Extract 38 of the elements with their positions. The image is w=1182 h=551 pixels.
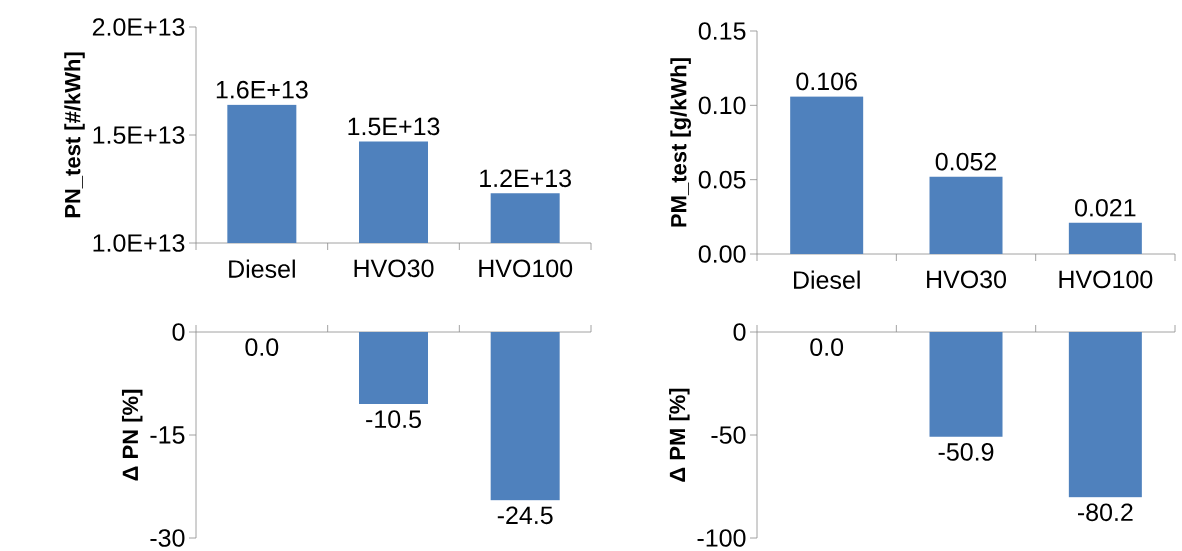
data-label: 0.0 [810, 338, 844, 356]
y-axis-title: Δ PM [%] [669, 388, 690, 482]
y-axis-title: PM_test [g/kWh] [670, 58, 691, 227]
x-tick-label: HVO30 [927, 270, 1007, 289]
x-tick-label: Diesel [229, 259, 295, 278]
y-tick-label: 2.0E+13 [92, 18, 185, 36]
x-tick-label: HVO30 [354, 259, 434, 278]
data-label: 0.106 [796, 72, 857, 91]
y-tick-label: -100 [697, 529, 746, 547]
x-tick-label: HVO100 [1059, 270, 1153, 289]
bar [790, 96, 864, 254]
data-label: 1.6E+13 [216, 80, 308, 99]
data-label: -10.5 [366, 410, 421, 429]
y-tick-label: -50 [711, 426, 746, 444]
y-tick-label: 0.05 [698, 170, 746, 189]
x-tick-label: HVO100 [479, 259, 573, 278]
y-tick-label: 0 [733, 323, 746, 341]
data-label: 0.021 [1075, 198, 1136, 217]
y-tick-label: -15 [150, 426, 185, 444]
y-tick-label: 1.0E+13 [93, 234, 185, 252]
data-label: -24.5 [497, 506, 553, 525]
y-axis-title: PN_test [#/kWh] [64, 52, 85, 218]
data-label: 0.0 [245, 338, 279, 356]
data-label: 1.2E+13 [480, 169, 571, 188]
y-tick-label: 0.15 [698, 22, 746, 40]
bar [1068, 222, 1142, 254]
data-label: 0.052 [935, 152, 997, 171]
y-tick-label: 0.10 [698, 96, 746, 115]
data-label: 1.5E+13 [348, 117, 440, 136]
data-label: -80.2 [1077, 503, 1133, 522]
y-tick-label: 0.00 [698, 245, 746, 263]
y-tick-label: -30 [150, 529, 185, 547]
y-tick-label: 1.5E+13 [93, 126, 185, 144]
y-axis-title: Δ PN [%] [121, 389, 143, 481]
data-label: -50.9 [938, 443, 994, 461]
y-tick-label: 0 [172, 323, 185, 341]
bar [929, 176, 1003, 254]
x-tick-label: Diesel [794, 270, 860, 289]
